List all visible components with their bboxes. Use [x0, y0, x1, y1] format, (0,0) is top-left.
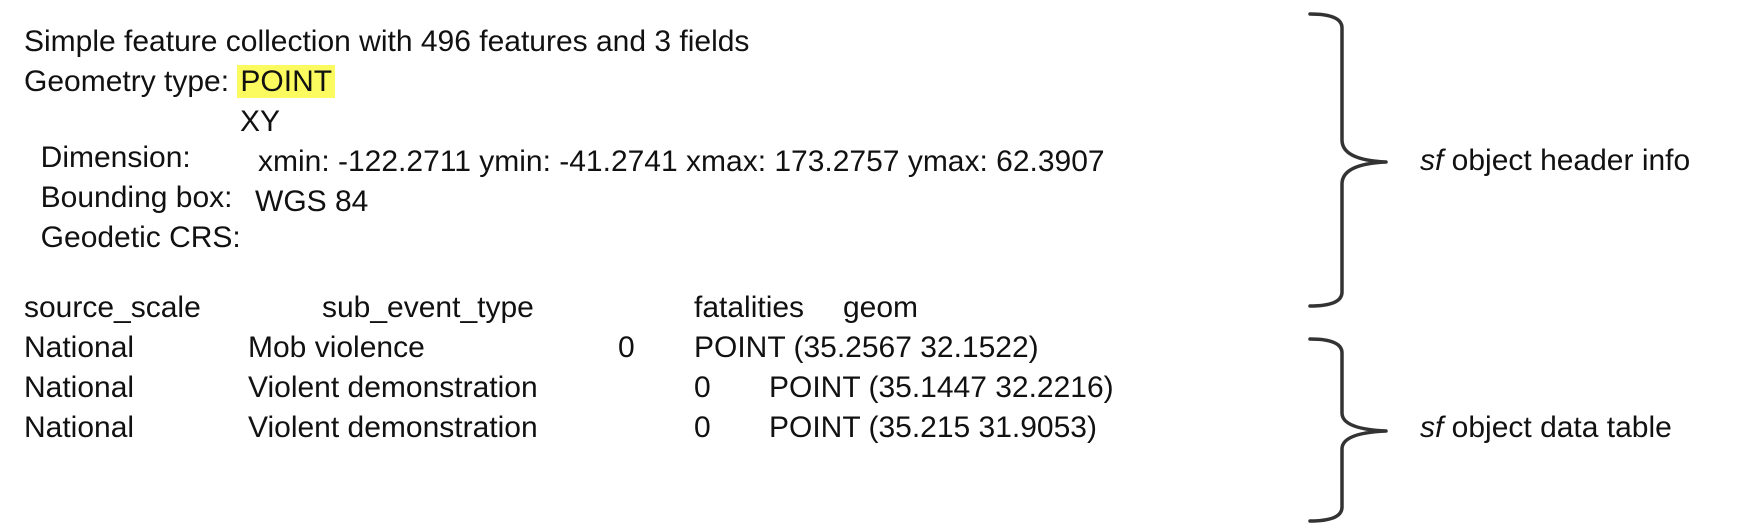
header-info-brace [1308, 12, 1388, 308]
data-table-label-italic: sf [1420, 411, 1444, 444]
header-info-label: sf object header info [1420, 143, 1690, 179]
column-header-source-scale: source_scale [24, 291, 201, 324]
data-table-label: sf object data table [1420, 410, 1672, 446]
table-row-3-source-scale: National [24, 411, 135, 444]
header-info-label-italic: sf [1420, 144, 1444, 177]
header-line-geometry: Geometry type: POINT [24, 64, 336, 100]
bbox-label: Bounding box: [40, 181, 233, 214]
column-header-fatalities: fatalities [694, 291, 805, 324]
table-row-3-sub-event-type: Violent demonstration [248, 411, 538, 444]
header-line-crs: Geodetic CRS: [24, 184, 241, 256]
header-line-dimension: Dimension: [24, 104, 191, 176]
dimension-value: XY [240, 105, 281, 138]
dimension-label: Dimension: [40, 141, 191, 174]
table-row-1-fatalities: 0 [618, 331, 635, 364]
crs-value: WGS 84 [255, 185, 369, 218]
column-header-geom: geom [843, 291, 919, 324]
geometry-type-value: POINT [237, 65, 336, 98]
data-table-label-text: object data table [1443, 411, 1672, 444]
header-line-summary: Simple feature collection with 496 featu… [24, 25, 750, 58]
crs-label: Geodetic CRS: [40, 221, 241, 254]
table-row-1-geom: POINT (35.2567 32.1522) [694, 331, 1039, 364]
column-header-sub-event-type: sub_event_type [322, 291, 534, 324]
bbox-value: xmin: -122.2711 ymin: -41.2741 xmax: 173… [258, 145, 1105, 178]
header-line-bbox: Bounding box: [24, 144, 233, 216]
table-row-3-geom: POINT (35.215 31.9053) [769, 411, 1097, 444]
geometry-type-label: Geometry type: [24, 65, 238, 98]
header-info-label-text: object header info [1443, 144, 1691, 177]
table-row-2-geom: POINT (35.1447 32.2216) [769, 371, 1114, 404]
table-row-2-fatalities: 0 [694, 371, 711, 404]
table-row-2-source-scale: National [24, 371, 135, 404]
data-table-brace [1308, 337, 1388, 523]
table-row-2-sub-event-type: Violent demonstration [248, 371, 538, 404]
table-row-3-fatalities: 0 [694, 411, 711, 444]
table-row-1-sub-event-type: Mob violence [248, 331, 425, 364]
table-row-1-source-scale: National [24, 331, 135, 364]
